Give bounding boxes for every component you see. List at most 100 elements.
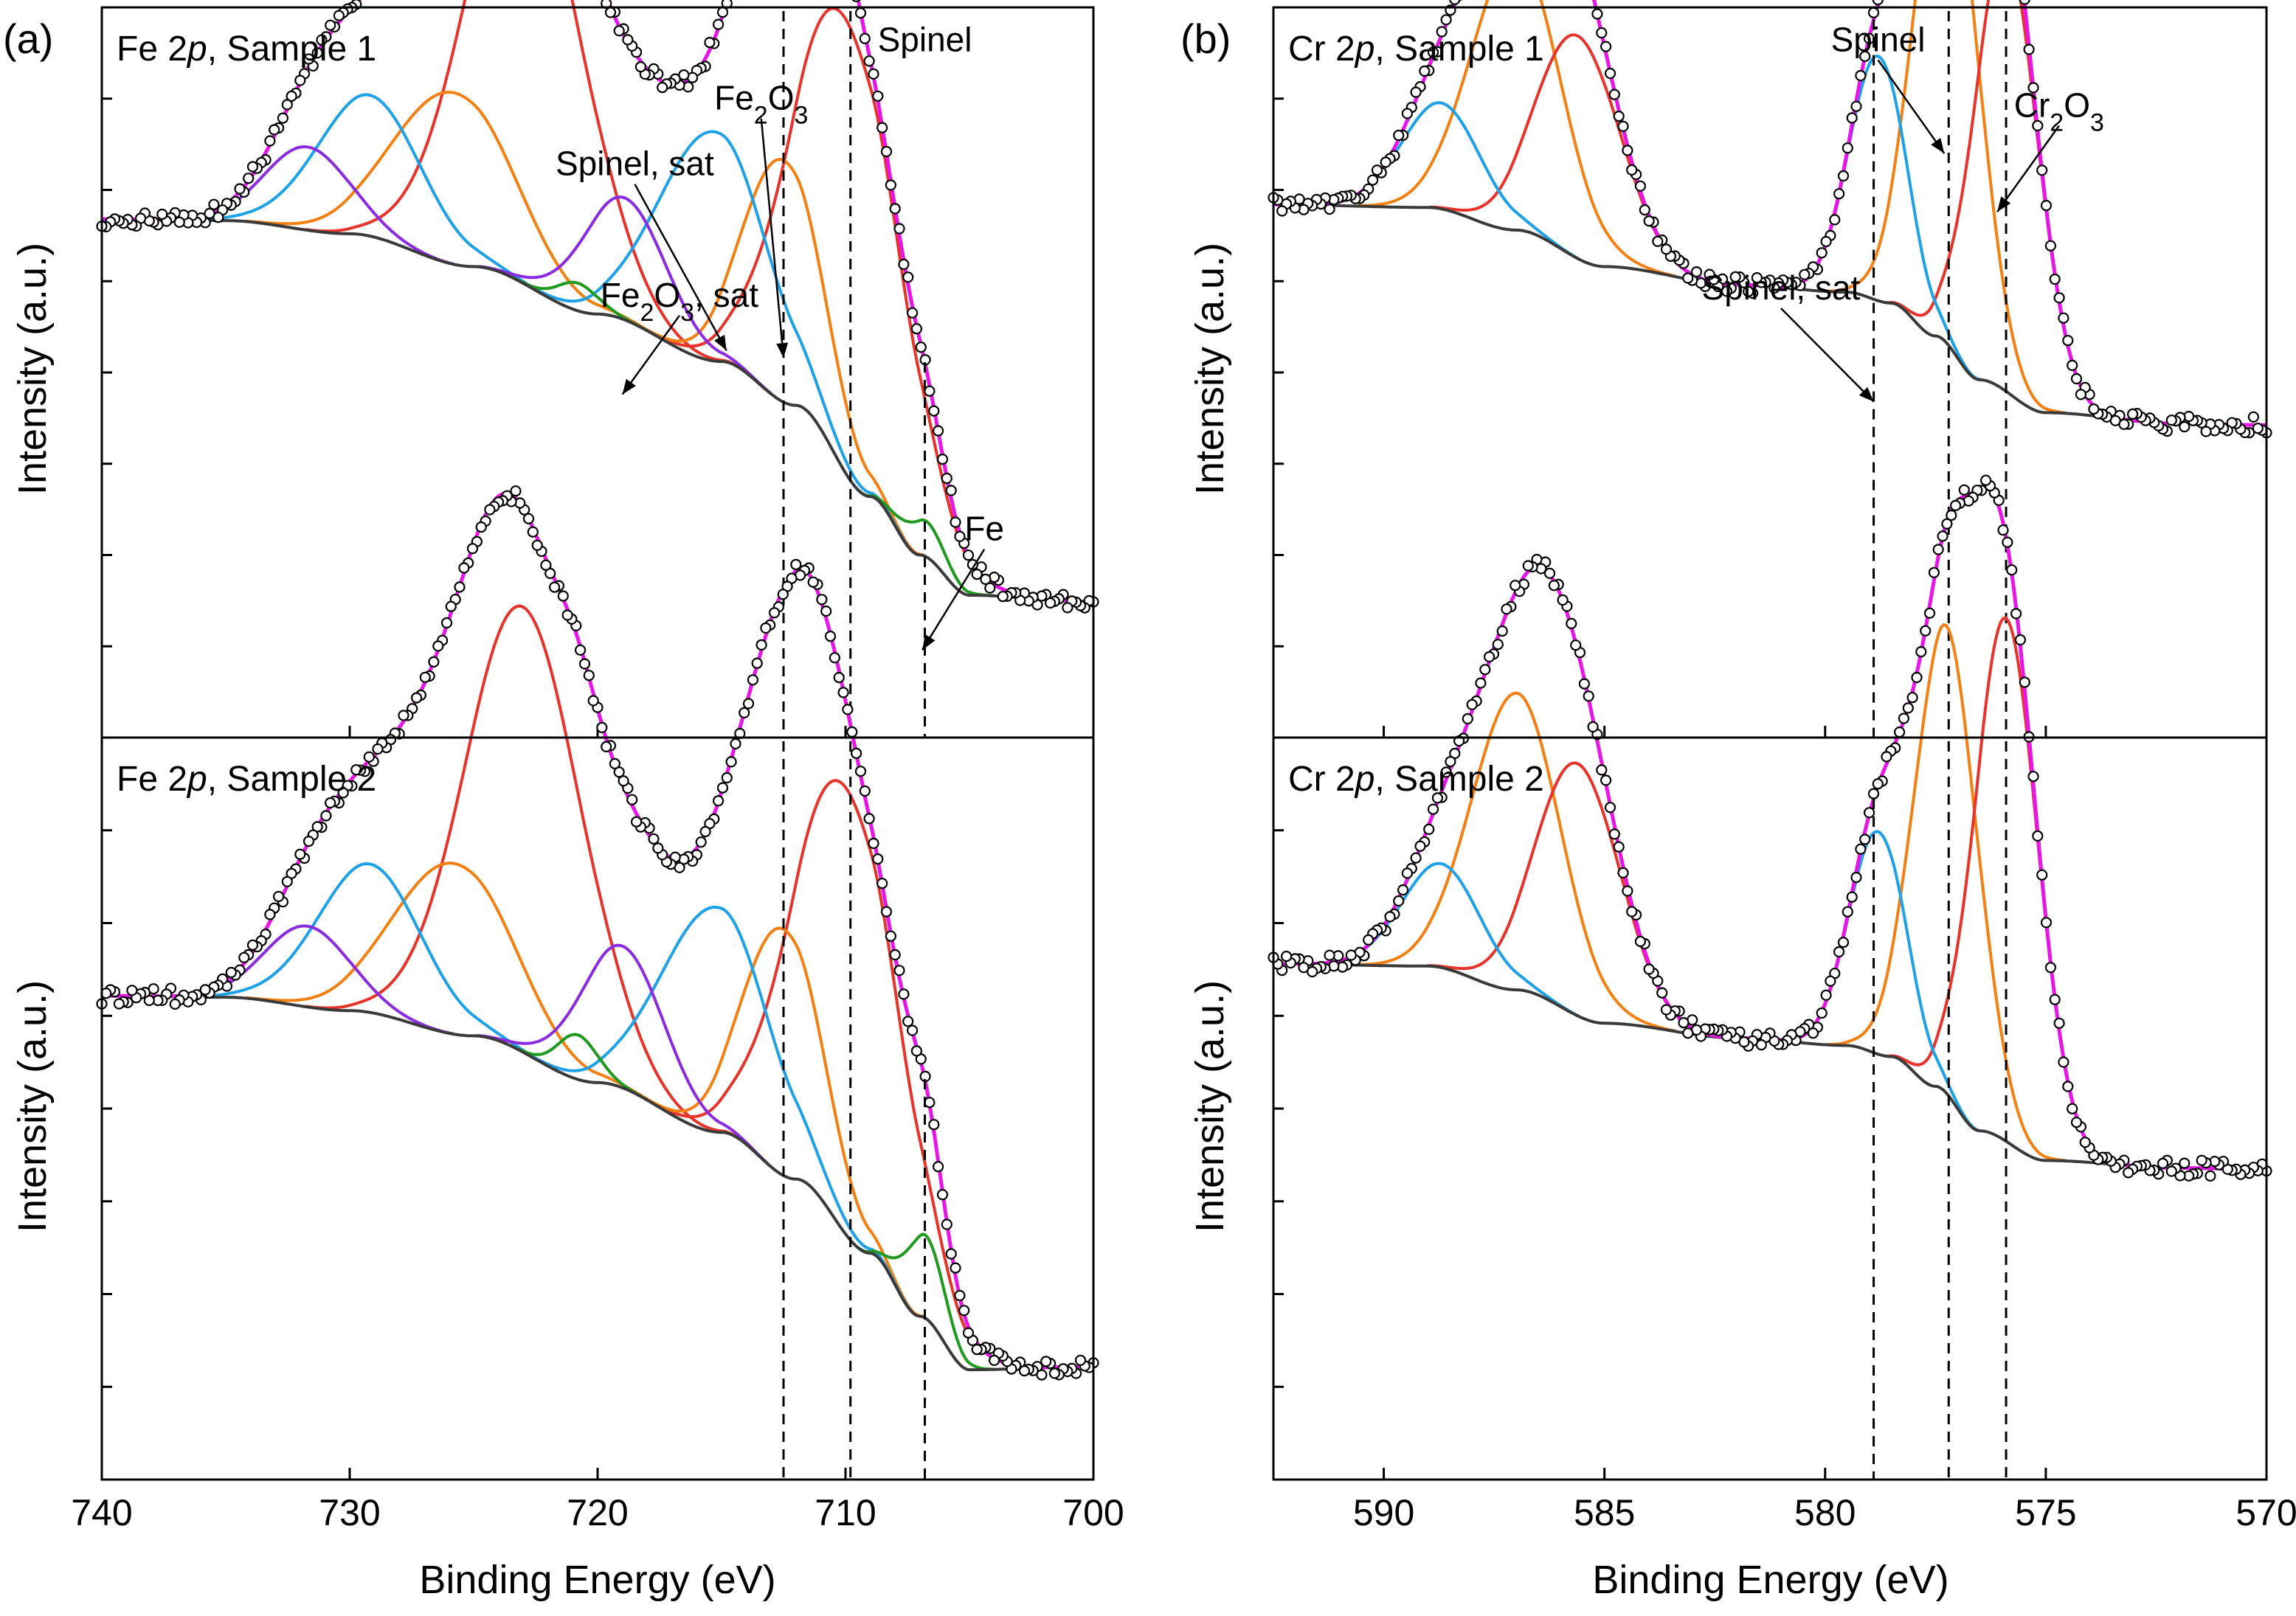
cr-s2-data-point <box>1423 823 1435 836</box>
cr-s2-data-point <box>1855 843 1867 855</box>
fe-s2-data-point <box>325 797 336 809</box>
cr-s1-data-point <box>2036 164 2048 176</box>
cr-s2-data-point <box>1846 891 1858 903</box>
fe-s2-component-blue-715.2 <box>522 905 911 1311</box>
cr-s2-data-point <box>2070 1117 2083 1128</box>
fe-s2-data-point <box>225 966 237 979</box>
cr-s2-data-point <box>1864 807 1875 819</box>
cr-s2-data-point <box>1427 803 1439 815</box>
fe-s1-data-point <box>716 7 729 18</box>
fe-s1-component-orange-725.8 <box>245 90 663 341</box>
fe-s2-data-point <box>868 837 879 850</box>
fe-s2-data-point <box>273 890 285 903</box>
cr-s1-data-point <box>1617 120 1629 132</box>
fe-s2-component-purple-719 <box>476 943 770 1166</box>
cr-s2-data-point <box>1600 774 1612 786</box>
fe-s1-annotation-arrowhead-1 <box>776 342 789 358</box>
fe-s2-data-point <box>320 810 332 822</box>
fe-s1-data-point <box>302 53 315 65</box>
fe-s2-data-point <box>1048 1367 1061 1379</box>
fe-s1-data-point <box>316 34 328 46</box>
fe-s1-annotation-4: Fe <box>964 510 1004 548</box>
fe-s2-data-point <box>548 581 561 593</box>
cr-s1-data-point <box>1276 205 1288 217</box>
cr-s1-annotation-arrowhead-1 <box>1997 196 2011 212</box>
cr-s1-data-point <box>1660 243 1673 255</box>
fe-s1-data-point <box>984 582 996 594</box>
fe-s1-data-point <box>712 18 725 30</box>
cr-s2-data-point <box>1911 671 1923 684</box>
cr-s2-data-point <box>2067 1103 2078 1114</box>
cr-s1-data-point <box>1440 14 1452 26</box>
cr-s2-data-point <box>1997 524 2009 536</box>
fe-s1-data-point <box>634 60 647 73</box>
cr-s2-data-point <box>1483 651 1495 663</box>
fe-s1-data-point <box>980 573 992 586</box>
cr-s2-data-point <box>1872 778 1884 790</box>
cr-s1-data-point <box>1867 7 1880 18</box>
cr-s1-data-point <box>1393 129 1405 142</box>
cr-s2-data-point <box>1475 677 1487 689</box>
fe-s2-data-point <box>626 794 638 805</box>
fe-s2-data-point <box>902 1016 914 1027</box>
cr-s2-data-point <box>1660 1004 1673 1016</box>
fe-xtick-label-730: 730 <box>319 1492 380 1533</box>
fe-s1-data-point <box>945 485 957 496</box>
fe-s1-data-point <box>613 25 625 37</box>
cr-s1-data-point <box>1846 112 1858 124</box>
fe-s1-data-point <box>962 549 975 561</box>
fe-s2-data-point <box>945 1248 957 1260</box>
fe-s2-data-point <box>876 878 888 890</box>
fe-s1-data-point <box>863 55 875 67</box>
fe-s2-data-point <box>609 757 621 770</box>
fe-s2-data-point <box>428 656 440 668</box>
fe-s1-data-point <box>876 122 888 133</box>
cr-s1-data-point <box>1401 108 1414 119</box>
cr-s2-data-point <box>2058 1056 2069 1068</box>
fe-s2-data-point <box>264 909 276 920</box>
fe-s2-data-point <box>730 738 741 750</box>
fe-s2-data-point <box>863 813 875 825</box>
fe-s1-data-point <box>906 307 919 319</box>
cr-s2-data-point <box>2010 608 2022 620</box>
fe-s1-annotation-1: Fe2O3 <box>714 79 808 130</box>
fe-s1-data-point <box>657 81 668 94</box>
fe-s2-data-point <box>859 785 871 797</box>
fe-s2-data-point <box>928 1119 940 1131</box>
cr-s1-data-point <box>2067 359 2078 371</box>
fe-s2-data-point <box>596 721 608 734</box>
cr-s2-data-point <box>2205 1170 2216 1182</box>
cr-s1-data-point <box>1600 41 1612 52</box>
fe-s2-data-point <box>889 949 901 961</box>
fe-s1-data-point <box>325 19 336 31</box>
cr-s1-component-orange-587 <box>1358 0 1676 278</box>
fe-s1-data-point <box>311 47 323 59</box>
fe-s1-data-point <box>246 161 259 173</box>
fe-s2-data-point <box>768 607 781 619</box>
cr-s1-data-point <box>2053 292 2065 304</box>
fe-s2-data-point <box>618 775 629 787</box>
cr-s2-data-point <box>1928 566 1940 578</box>
cr-s2-data-point <box>1557 594 1569 606</box>
fe-s1-annotation-arrow-4 <box>921 549 986 651</box>
cr-s1-annotation-1: Cr2O3 <box>2014 86 2104 137</box>
cr-s2-data-point <box>1431 792 1444 804</box>
cr-s1-data-point <box>1829 214 1841 226</box>
cr-s1-data-point <box>1799 268 1811 280</box>
cr-s1-annotation-2: Spinel, sat <box>1702 268 1861 307</box>
fe-s2-data-point <box>561 609 573 621</box>
fe-s2-data-point <box>1036 1369 1048 1381</box>
fe-s2-data-point <box>829 652 841 664</box>
fe-sample2-ylabel: Intensity (a.u.) <box>10 980 55 1232</box>
fe-s1-data-point <box>932 425 944 437</box>
fe-s1-data-point <box>941 472 952 485</box>
cr-s1-data-point <box>1366 174 1379 186</box>
cr-s1-data-point <box>1682 272 1694 284</box>
fe-s2-data-point <box>531 539 543 551</box>
cr-s2-data-point <box>1570 639 1582 651</box>
cr-s2-data-point <box>1307 965 1318 978</box>
fe-s1-data-point <box>286 90 297 102</box>
fe-s2-data-point <box>842 704 854 715</box>
cr-s2-data-point <box>1941 518 1953 530</box>
